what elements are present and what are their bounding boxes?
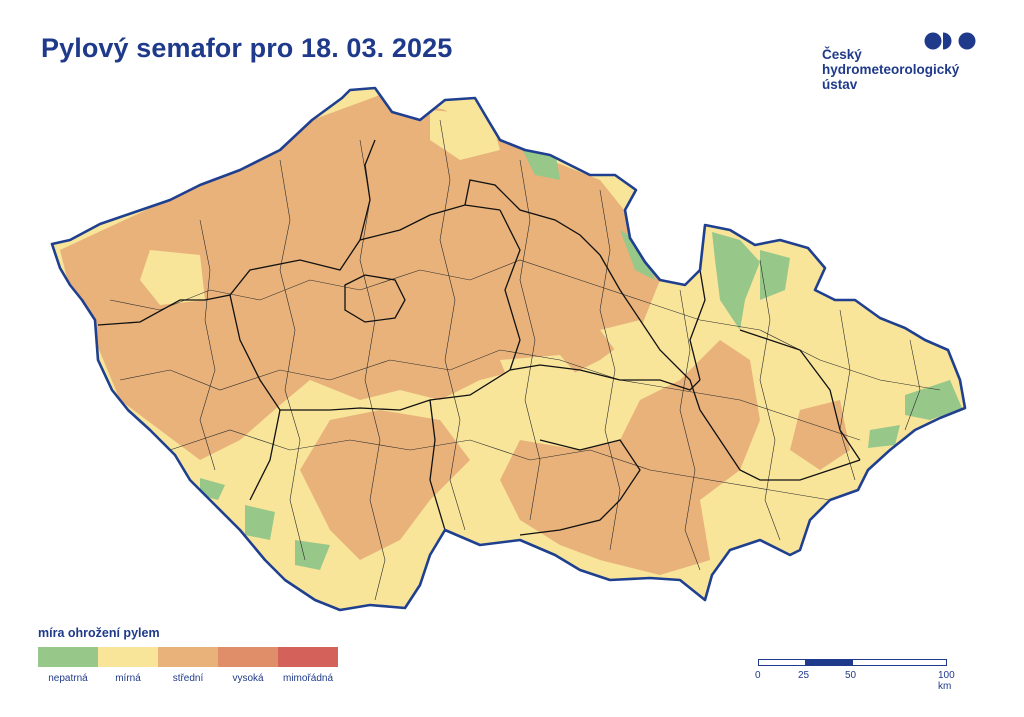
logo-line-3: ústav: [822, 77, 858, 92]
district-borders: [109, 119, 941, 601]
logo-line-2: hydrometeorologický: [822, 62, 960, 77]
scale-label-25: 25: [798, 670, 810, 681]
legend-label: nepatrná: [48, 673, 88, 684]
legend-item: vysoká: [218, 647, 278, 684]
legend-label: mimořádná: [282, 673, 334, 684]
legend-title: míra ohrožení pylem: [38, 626, 160, 640]
scale-bar: 0 25 50 100 km: [755, 659, 968, 692]
legend-row: nepatrná mírná střední vysoká mimořádná: [38, 647, 338, 684]
legend-item: mimořádná: [278, 647, 338, 684]
legend-swatch: [218, 647, 278, 667]
legend-item: střední: [158, 647, 218, 684]
scale-label-50: 50: [845, 670, 857, 681]
legend-swatch: [98, 647, 158, 667]
scale-label-100: 100 km: [938, 670, 955, 692]
legend-item: nepatrná: [38, 647, 98, 684]
logo-text: Český hydrometeorologický ústav: [822, 47, 959, 92]
legend-item: mírná: [98, 647, 158, 684]
legend-swatch: [38, 647, 98, 667]
chmi-logo: Český hydrometeorologický ústav: [822, 32, 982, 92]
map-title: Pylový semafor pro 18. 03. 2025: [41, 33, 453, 63]
legend-swatch: [278, 647, 338, 667]
region-borders: [97, 139, 861, 536]
country-border: [50, 86, 967, 612]
legend-swatch: [158, 647, 218, 667]
legend: míra ohrožení pylem nepatrná mírná střední…: [38, 626, 338, 684]
legend-label: střední: [172, 673, 204, 684]
scale-seg-25-50: [805, 659, 853, 666]
legend-label: vysoká: [232, 673, 264, 684]
logo-line-1: Český: [822, 47, 862, 62]
logo-mark-icon: [924, 32, 976, 50]
scale-label-0: 0: [755, 670, 761, 681]
legend-label: mírná: [115, 673, 141, 684]
